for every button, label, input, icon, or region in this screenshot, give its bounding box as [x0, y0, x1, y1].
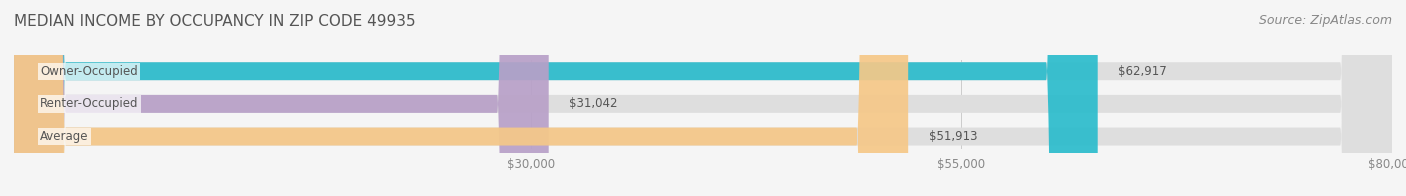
FancyBboxPatch shape: [14, 0, 548, 196]
FancyBboxPatch shape: [14, 0, 1392, 196]
FancyBboxPatch shape: [14, 0, 1392, 196]
FancyBboxPatch shape: [14, 0, 908, 196]
Text: Renter-Occupied: Renter-Occupied: [39, 97, 138, 110]
Text: MEDIAN INCOME BY OCCUPANCY IN ZIP CODE 49935: MEDIAN INCOME BY OCCUPANCY IN ZIP CODE 4…: [14, 14, 416, 29]
Text: $31,042: $31,042: [569, 97, 617, 110]
Text: $51,913: $51,913: [929, 130, 977, 143]
FancyBboxPatch shape: [14, 0, 1392, 196]
Text: $62,917: $62,917: [1118, 65, 1167, 78]
Text: Source: ZipAtlas.com: Source: ZipAtlas.com: [1258, 14, 1392, 27]
Text: Owner-Occupied: Owner-Occupied: [39, 65, 138, 78]
FancyBboxPatch shape: [14, 0, 1098, 196]
Text: Average: Average: [39, 130, 89, 143]
